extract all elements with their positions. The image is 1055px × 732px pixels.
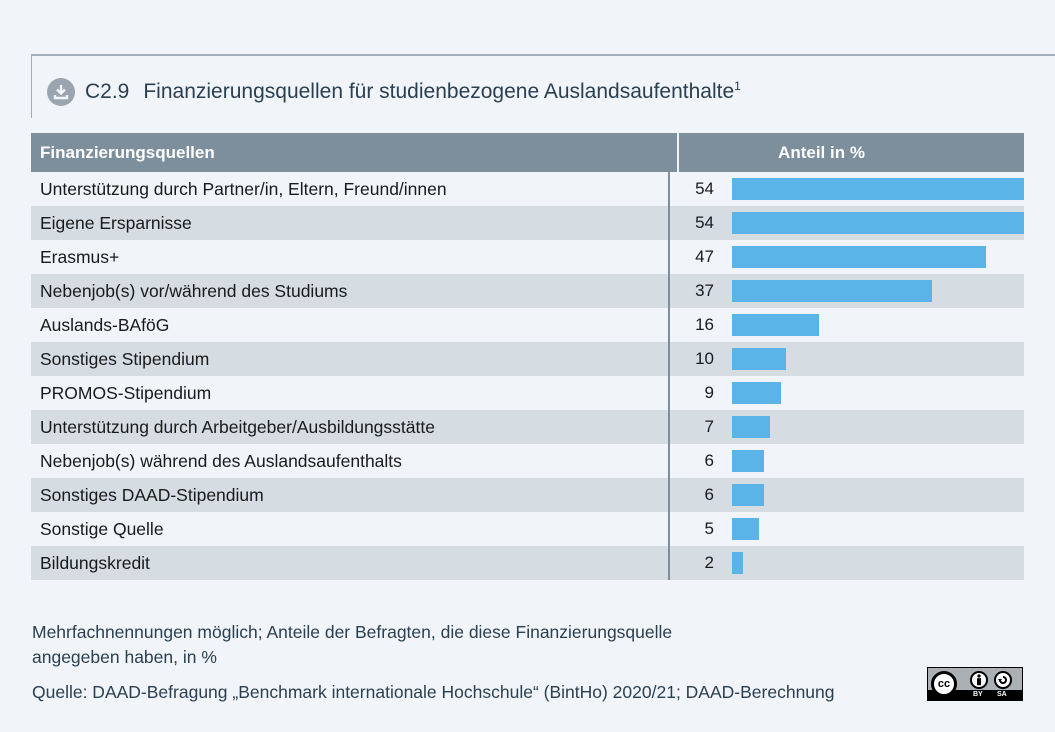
chart-note: Mehrfachnennungen möglich; Anteile der B… [32,622,673,667]
category-label: Unterstützung durch Partner/in, Eltern, … [40,178,447,199]
value-label: 54 [695,179,714,198]
table-row: Erasmus+ 47 [31,240,1024,274]
column-separator [668,240,670,274]
bar-track [732,450,1024,472]
bar [732,314,819,336]
column-separator [668,512,670,546]
chart-table: Finanzierungsquellen Anteil in % Unterst… [31,133,1024,580]
table-row: Sonstiges Stipendium 10 [31,342,1024,376]
bar-track [732,416,1024,438]
category-label: Sonstige Quelle [40,518,164,539]
bar [732,552,743,574]
category-label: Nebenjob(s) während des Auslandsaufentha… [40,450,402,471]
category-label: PROMOS-Stipendium [40,382,212,403]
value-label: 6 [704,485,714,504]
category-label: Auslands-BAföG [40,314,170,335]
column-separator [668,172,670,206]
category-label: Erasmus+ [40,246,120,267]
table-row: Unterstützung durch Partner/in, Eltern, … [31,172,1024,206]
column-header-source: Finanzierungsquellen [31,133,679,172]
bar-track [732,518,1024,540]
bar [732,382,781,404]
value-label: 5 [704,519,714,538]
column-separator [668,342,670,376]
table-row: Eigene Ersparnisse 54 [31,206,1024,240]
chart-title-row: C2.9 Finanzierungsquellen für studienbez… [47,76,741,108]
table-row: Auslands-BAföG 16 [31,308,1024,342]
license-label-strip [928,690,1022,700]
column-header-share: Anteil in % [778,142,865,162]
chart-source: Quelle: DAAD-Befragung „Benchmark intern… [32,682,835,702]
bar [732,518,760,540]
table-header: Finanzierungsquellen Anteil in % [31,133,1024,172]
column-separator [668,410,670,444]
value-label: 16 [695,315,714,334]
table-row: Nebenjob(s) während des Auslandsaufentha… [31,444,1024,478]
chart-title: Finanzierungsquellen für studienbezogene… [143,80,740,104]
bar [732,212,1024,234]
bar-track [732,382,1024,404]
table-row: Sonstiges DAAD-Stipendium 6 [31,478,1024,512]
category-label: Sonstiges DAAD-Stipendium [40,484,264,505]
category-label: Bildungskredit [40,552,150,573]
chart-title-text: Finanzierungsquellen für studienbezogene… [143,80,735,103]
table-row: PROMOS-Stipendium 9 [31,376,1024,410]
chart-code: C2.9 [85,80,130,103]
by-attribution-icon [970,671,988,689]
value-label: 7 [704,417,714,436]
column-separator [668,206,670,240]
frame-left-border [31,54,32,118]
category-label: Sonstiges Stipendium [40,348,210,369]
value-label: 54 [695,213,714,232]
cc-by-sa-license-badge[interactable]: cc BY SA [927,667,1023,701]
bar [732,348,787,370]
table-row: Unterstützung durch Arbeitgeber/Ausbildu… [31,410,1024,444]
frame-top-border [31,54,1055,56]
table-row: Nebenjob(s) vor/während des Studiums 37 [31,274,1024,308]
bar-track [732,484,1024,506]
download-icon[interactable] [47,78,75,106]
bar-track [732,178,1024,200]
bar-track [732,246,1024,268]
bar [732,416,770,438]
bar-track [732,552,1024,574]
column-separator [668,444,670,478]
bar-track [732,314,1024,336]
bar [732,450,765,472]
table-row: Bildungskredit 2 [31,546,1024,580]
bar-track [732,280,1024,302]
bar-track [732,212,1024,234]
sa-label: SA [997,691,1007,698]
value-label: 9 [704,383,714,402]
bar [732,280,933,302]
cc-icon: cc [931,671,957,697]
value-label: 47 [695,247,714,266]
bar [732,178,1024,200]
value-label: 10 [695,349,714,368]
table-body: Unterstützung durch Partner/in, Eltern, … [31,172,1024,580]
category-label: Nebenjob(s) vor/während des Studiums [40,280,348,301]
column-separator [668,274,670,308]
by-label: BY [973,691,983,698]
column-separator [668,478,670,512]
value-label: 2 [704,553,714,572]
column-separator [668,546,670,580]
footnote-marker: 1 [734,79,741,93]
column-separator [668,308,670,342]
bar [732,484,765,506]
value-label: 37 [695,281,714,300]
table-row: Sonstige Quelle 5 [31,512,1024,546]
sa-share-alike-icon [994,671,1012,689]
category-label: Eigene Ersparnisse [40,212,192,233]
column-separator [668,376,670,410]
bar [732,246,987,268]
category-label: Unterstützung durch Arbeitgeber/Ausbildu… [40,416,435,437]
value-label: 6 [704,451,714,470]
bar-track [732,348,1024,370]
